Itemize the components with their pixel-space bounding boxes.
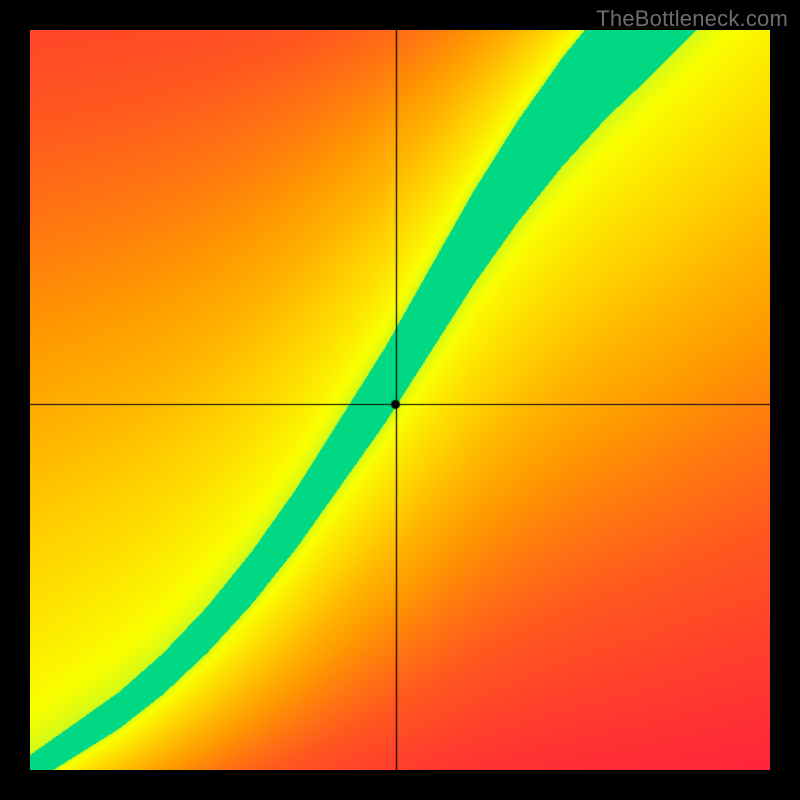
watermark-text: TheBottleneck.com xyxy=(596,6,788,32)
heatmap-canvas xyxy=(30,30,770,770)
heatmap-plot-area xyxy=(30,30,770,770)
